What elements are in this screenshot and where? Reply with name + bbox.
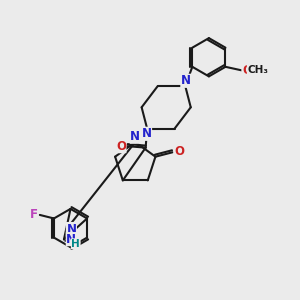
Text: N: N: [66, 223, 76, 236]
Text: H: H: [71, 239, 80, 249]
Text: N: N: [181, 74, 191, 87]
Text: N: N: [66, 232, 76, 246]
Text: O: O: [242, 64, 252, 76]
Text: CH₃: CH₃: [248, 65, 268, 75]
Text: F: F: [30, 208, 38, 221]
Text: O: O: [174, 145, 184, 158]
Text: O: O: [116, 140, 126, 153]
Text: N: N: [130, 130, 140, 143]
Text: N: N: [142, 127, 152, 140]
